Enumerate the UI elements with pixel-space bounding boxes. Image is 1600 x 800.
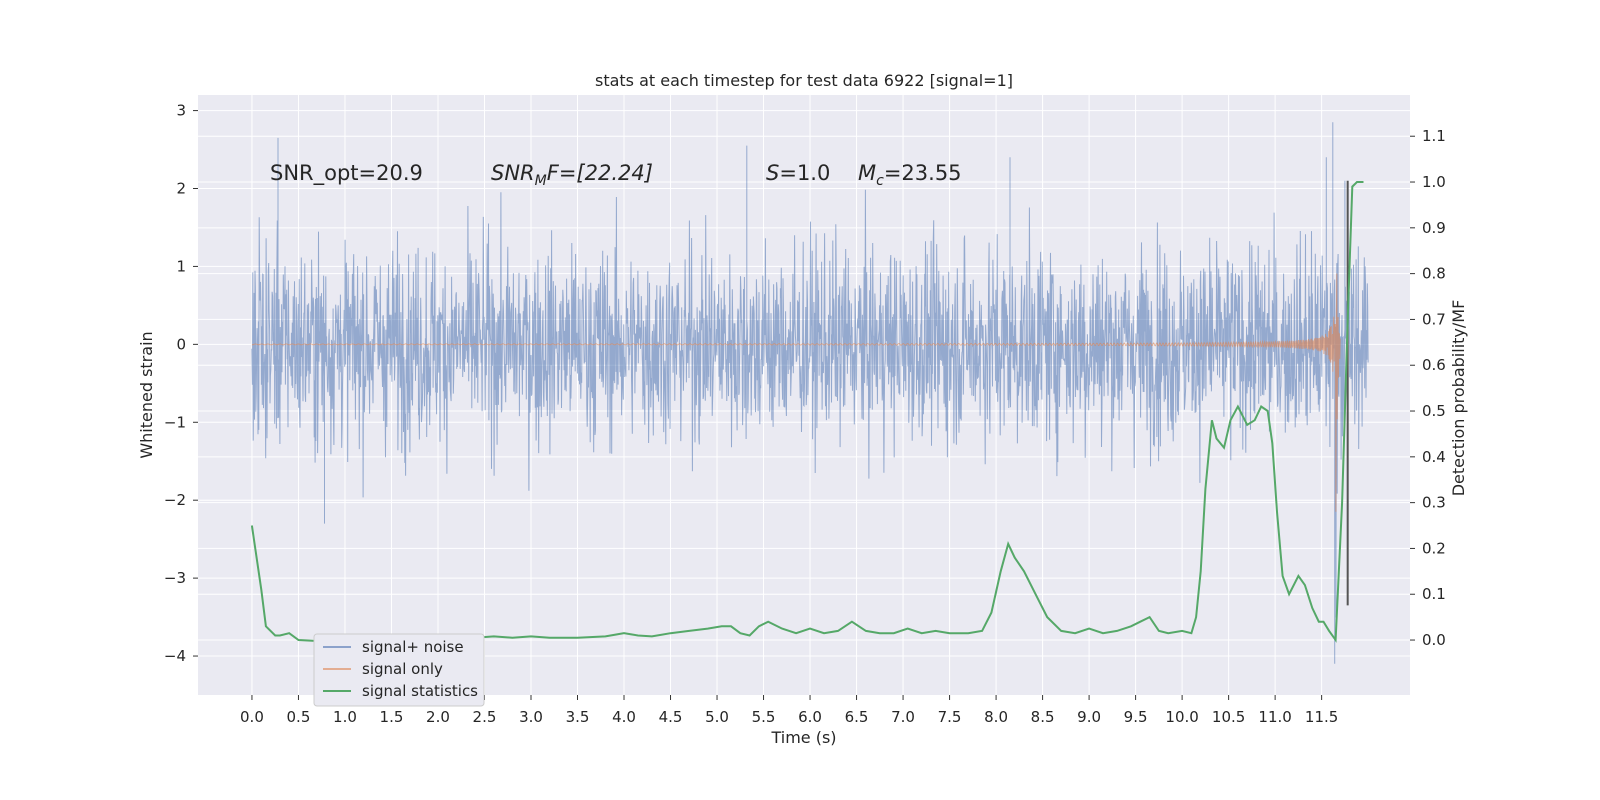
annotation-mc-val: =23.55 [884,161,962,185]
chart-title: stats at each timestep for test data 692… [595,71,1013,90]
y-left-tick-label: −3 [164,569,186,587]
y-axis-right-label: Detection probability/MF [1449,300,1468,497]
y-axis-left-label: Whitened strain [137,331,156,458]
series-layer [250,122,1369,664]
x-tick-label: 8.0 [984,708,1008,726]
y-right-tick-label: 0.0 [1422,631,1446,649]
legend-label-signal-plus-noise: signal+ noise [362,638,464,656]
series-signal-statistics [250,181,1364,643]
x-tick-label: 7.5 [938,708,962,726]
series-signal-only [251,273,1341,512]
y-left-tick-label: 1 [176,257,186,275]
y-left-tick-label: −2 [164,491,186,509]
x-tick-label: 9.0 [1077,708,1101,726]
y-right-tick-label: 0.3 [1422,494,1446,512]
y-right-tick-label: 1.0 [1422,173,1446,191]
x-tick-label: 6.0 [798,708,822,726]
annotation-snr-mf: SNRMF=[22.24] [491,161,653,189]
x-tick-label: 5.5 [752,708,776,726]
annotation-s-val: =1.0 [779,161,830,185]
x-tick-label: 11.0 [1258,708,1291,726]
x-tick-label: 8.5 [1031,708,1055,726]
x-tick-label: 9.5 [1124,708,1148,726]
annotation-mc-var: M [858,161,876,185]
y-right-tick-label: 0.4 [1422,448,1446,466]
x-tick-label: 10.5 [1212,708,1245,726]
y-right-tick-label: 0.2 [1422,539,1446,557]
y-left-tick-label: 0 [176,335,186,353]
x-tick-label: 4.0 [612,708,636,726]
x-tick-label: 0.5 [287,708,311,726]
y-right-tick-label: 0.6 [1422,356,1446,374]
x-axis-label: Time (s) [770,728,836,747]
x-axis-ticks: 0.0 0.5 1.0 1.5 2.0 2.5 3.0 3.5 4.0 4.5 5.0 5.5 6.0 6… [240,695,1338,726]
y-left-tick-label: −1 [164,413,186,431]
x-tick-label: 6.5 [845,708,869,726]
x-tick-label: 3.5 [566,708,590,726]
x-tick-label: 5.0 [705,708,729,726]
annotation-snr-opt: SNR_opt=20.9 [270,161,423,186]
y-right-tick-label: 0.9 [1422,219,1446,237]
x-tick-label: 10.0 [1165,708,1198,726]
y-left-tick-label: −4 [164,647,186,665]
x-tick-label: 1.0 [333,708,357,726]
legend-label-signal-statistics: signal statistics [362,682,478,700]
x-tick-label: 2.0 [426,708,450,726]
x-tick-label: 0.0 [240,708,264,726]
annotation-s: S=1.0 [766,161,830,185]
x-tick-label: 3.0 [519,708,543,726]
series-signal-plus-noise [251,122,1369,664]
annotation-mc: Mc=23.55 [858,161,962,189]
y-right-tick-label: 0.8 [1422,265,1446,283]
y-right-tick-label: 1.1 [1422,127,1446,145]
annotation-snr-mf-tail: F=[22.24] [547,161,653,185]
x-tick-label: 1.5 [380,708,404,726]
y-right-tick-label: 0.5 [1422,402,1446,420]
legend-label-signal-only: signal only [362,660,443,678]
y-left-tick-label: 2 [176,180,186,198]
right-axis-ticks: 1.1 1.0 0.9 0.8 0.7 0.6 0.5 0.4 0.3 0.2 0.1 0.0 [1410,127,1446,649]
annotation-mc-sub: c [876,173,884,189]
legend: signal+ noise signal only signal statist… [313,633,485,707]
x-tick-label: 2.5 [473,708,497,726]
left-axis-ticks: 3 2 1 0 −1 −2 −3 −4 [164,102,198,665]
annotation-snr-mf-sub: M [535,173,547,189]
y-right-tick-label: 0.7 [1422,310,1446,328]
y-left-tick-label: 3 [176,102,186,120]
x-tick-label: 7.0 [891,708,915,726]
legend-frame [313,633,485,707]
x-tick-label: 4.5 [659,708,683,726]
x-tick-label: 11.5 [1305,708,1338,726]
annotation-snr-mf-base: SNR [491,161,535,185]
annotation-s-var: S [766,161,779,185]
y-right-tick-label: 0.1 [1422,585,1446,603]
